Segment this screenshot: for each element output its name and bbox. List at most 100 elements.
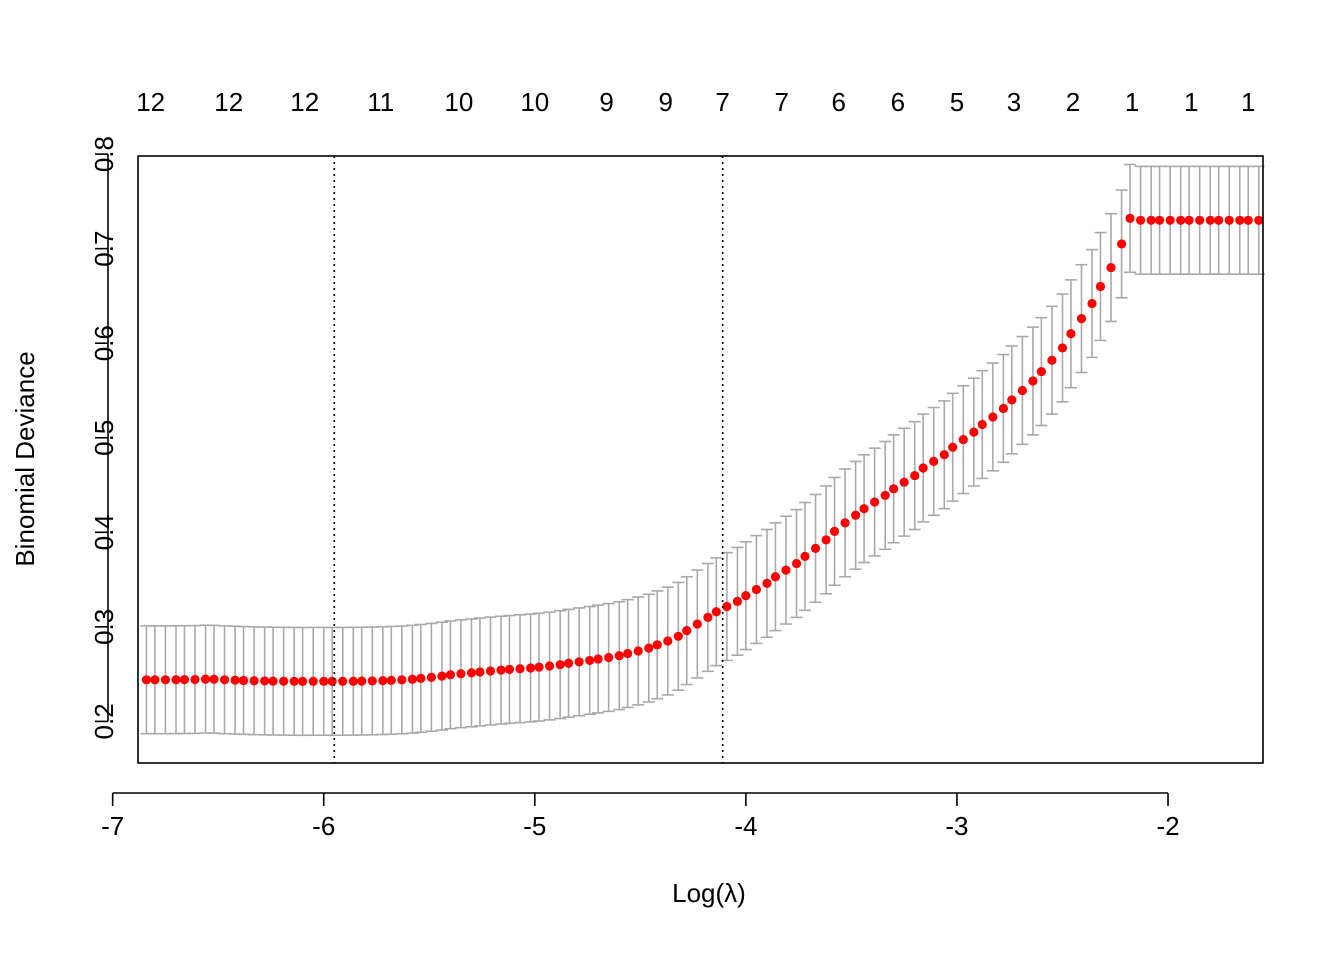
- data-point: [1146, 215, 1156, 225]
- data-point: [851, 510, 861, 520]
- data-point: [614, 651, 624, 661]
- data-point: [515, 664, 525, 674]
- top-axis-label: 6: [891, 87, 905, 117]
- data-point: [644, 643, 654, 653]
- data-point: [673, 631, 683, 641]
- data-point: [998, 403, 1008, 414]
- data-point: [327, 676, 337, 686]
- data-point: [1243, 215, 1253, 225]
- data-point: [1095, 281, 1106, 292]
- data-point: [555, 660, 565, 670]
- data-point: [652, 640, 662, 650]
- x-tick-label: -4: [734, 811, 757, 841]
- data-point: [268, 676, 278, 686]
- top-axis-labels: 12 12 12 11 10 10 9 9 7 7 6 6 5 3 2 1 1 1: [136, 87, 1255, 117]
- data-point: [141, 675, 152, 685]
- data-point: [279, 676, 289, 686]
- top-axis-label: 7: [715, 87, 729, 117]
- data-point: [574, 657, 584, 667]
- data-point: [732, 596, 743, 606]
- data-points: [141, 213, 1264, 687]
- data-point: [289, 676, 299, 686]
- data-point: [1036, 366, 1046, 377]
- data-point: [496, 665, 506, 675]
- top-axis-label: 5: [950, 87, 964, 117]
- y-tick-label: 0.2: [89, 703, 119, 739]
- data-point: [466, 668, 477, 678]
- data-point: [200, 674, 211, 684]
- data-point: [1087, 298, 1097, 309]
- top-axis-label: 10: [444, 87, 473, 117]
- data-point: [367, 676, 377, 686]
- data-point: [416, 673, 426, 683]
- x-axis: -7 -6 -5 -4 -3 -2: [101, 792, 1180, 841]
- x-tick-label: -2: [1156, 811, 1179, 841]
- data-point: [1235, 215, 1245, 225]
- data-point: [298, 676, 308, 687]
- data-point: [889, 484, 899, 494]
- data-point: [770, 572, 781, 582]
- data-point: [692, 619, 702, 629]
- data-point: [190, 674, 200, 685]
- reference-lines: [333, 156, 724, 763]
- data-point: [475, 667, 485, 677]
- data-point: [1165, 215, 1175, 225]
- data-point: [260, 676, 270, 686]
- data-point: [840, 518, 850, 528]
- data-point: [179, 675, 190, 685]
- data-point: [1135, 215, 1146, 225]
- data-point: [899, 477, 909, 487]
- y-tick-label: 0.8: [89, 136, 119, 172]
- data-point: [1007, 395, 1017, 405]
- x-tick-label: -7: [101, 811, 124, 841]
- data-point: [585, 655, 595, 666]
- top-axis-label: 1: [1184, 87, 1198, 117]
- data-point: [1184, 215, 1194, 225]
- data-point: [1116, 239, 1127, 249]
- data-point: [741, 591, 751, 601]
- data-point: [880, 490, 890, 501]
- top-axis-label: 1: [1125, 87, 1139, 117]
- data-point: [249, 676, 259, 686]
- data-point: [722, 601, 732, 612]
- data-point: [1076, 314, 1087, 324]
- error-bars: [140, 163, 1265, 737]
- data-point: [910, 470, 920, 481]
- top-axis-label: 12: [136, 87, 165, 117]
- data-point: [1224, 215, 1234, 225]
- data-point: [1057, 343, 1068, 353]
- data-point: [859, 504, 869, 514]
- top-axis-label: 7: [775, 87, 789, 117]
- data-point: [762, 578, 772, 588]
- top-axis-label: 9: [599, 87, 613, 117]
- data-point: [929, 456, 939, 466]
- data-point: [348, 676, 358, 686]
- top-axis-label: 1: [1241, 87, 1255, 117]
- data-point: [682, 626, 692, 636]
- data-point: [397, 675, 407, 685]
- data-point: [338, 676, 348, 686]
- x-tick-label: -3: [945, 811, 968, 841]
- y-tick-label: 0.5: [89, 420, 119, 456]
- data-point: [711, 607, 721, 617]
- y-tick-label: 0.3: [89, 609, 119, 645]
- data-point: [219, 675, 230, 685]
- data-point: [781, 565, 791, 575]
- data-point: [378, 676, 388, 686]
- data-point: [870, 497, 880, 507]
- data-point: [958, 435, 968, 445]
- data-point: [1047, 355, 1057, 365]
- data-point: [171, 675, 181, 685]
- data-point: [426, 672, 436, 682]
- top-axis-label: 10: [520, 87, 549, 117]
- y-tick-label: 0.7: [89, 231, 119, 267]
- data-point: [948, 442, 958, 452]
- y-tick-label: 0.4: [89, 514, 119, 550]
- top-axis-label: 3: [1007, 87, 1021, 117]
- data-point: [604, 652, 614, 663]
- data-point: [939, 450, 949, 460]
- data-point: [238, 675, 249, 686]
- top-axis-label: 12: [214, 87, 243, 117]
- data-point: [319, 676, 329, 686]
